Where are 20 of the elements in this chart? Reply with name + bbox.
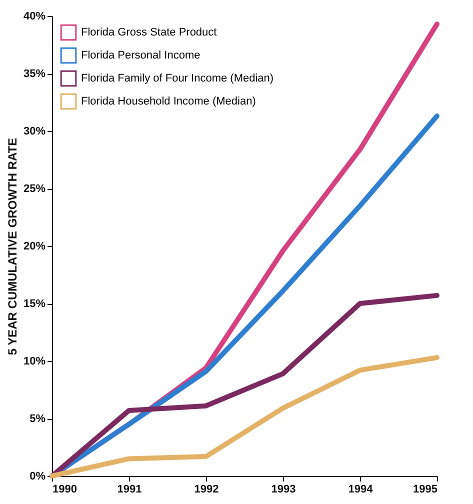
legend-label: Florida Gross State Product bbox=[81, 26, 217, 38]
y-tick-label: 25% bbox=[23, 183, 46, 195]
legend-label: Florida Household Income (Median) bbox=[81, 96, 256, 108]
y-tick-label: 30% bbox=[23, 126, 46, 138]
y-tick-label: 35% bbox=[23, 68, 46, 80]
x-tick-label: 1995 bbox=[413, 484, 438, 496]
x-tick-label: 1994 bbox=[348, 484, 374, 496]
y-tick-label: 0% bbox=[30, 470, 46, 482]
legend-label: Florida Personal Income bbox=[81, 50, 200, 62]
y-tick-label: 10% bbox=[23, 356, 46, 368]
y-tick-label: 5% bbox=[30, 413, 46, 425]
x-tick-label: 1993 bbox=[271, 484, 296, 496]
y-tick-label: 40% bbox=[23, 10, 46, 22]
x-tick-label: 1990 bbox=[52, 484, 77, 496]
x-tick-label: 1991 bbox=[117, 484, 142, 496]
y-axis-title: 5 YEAR CUMULATIVE GROWTH RATE bbox=[5, 138, 20, 356]
legend-label: Florida Family of Four Income (Median) bbox=[81, 72, 274, 84]
x-tick-label: 1992 bbox=[194, 484, 219, 496]
y-tick-label: 15% bbox=[23, 298, 46, 310]
y-tick-label: 20% bbox=[23, 240, 46, 252]
